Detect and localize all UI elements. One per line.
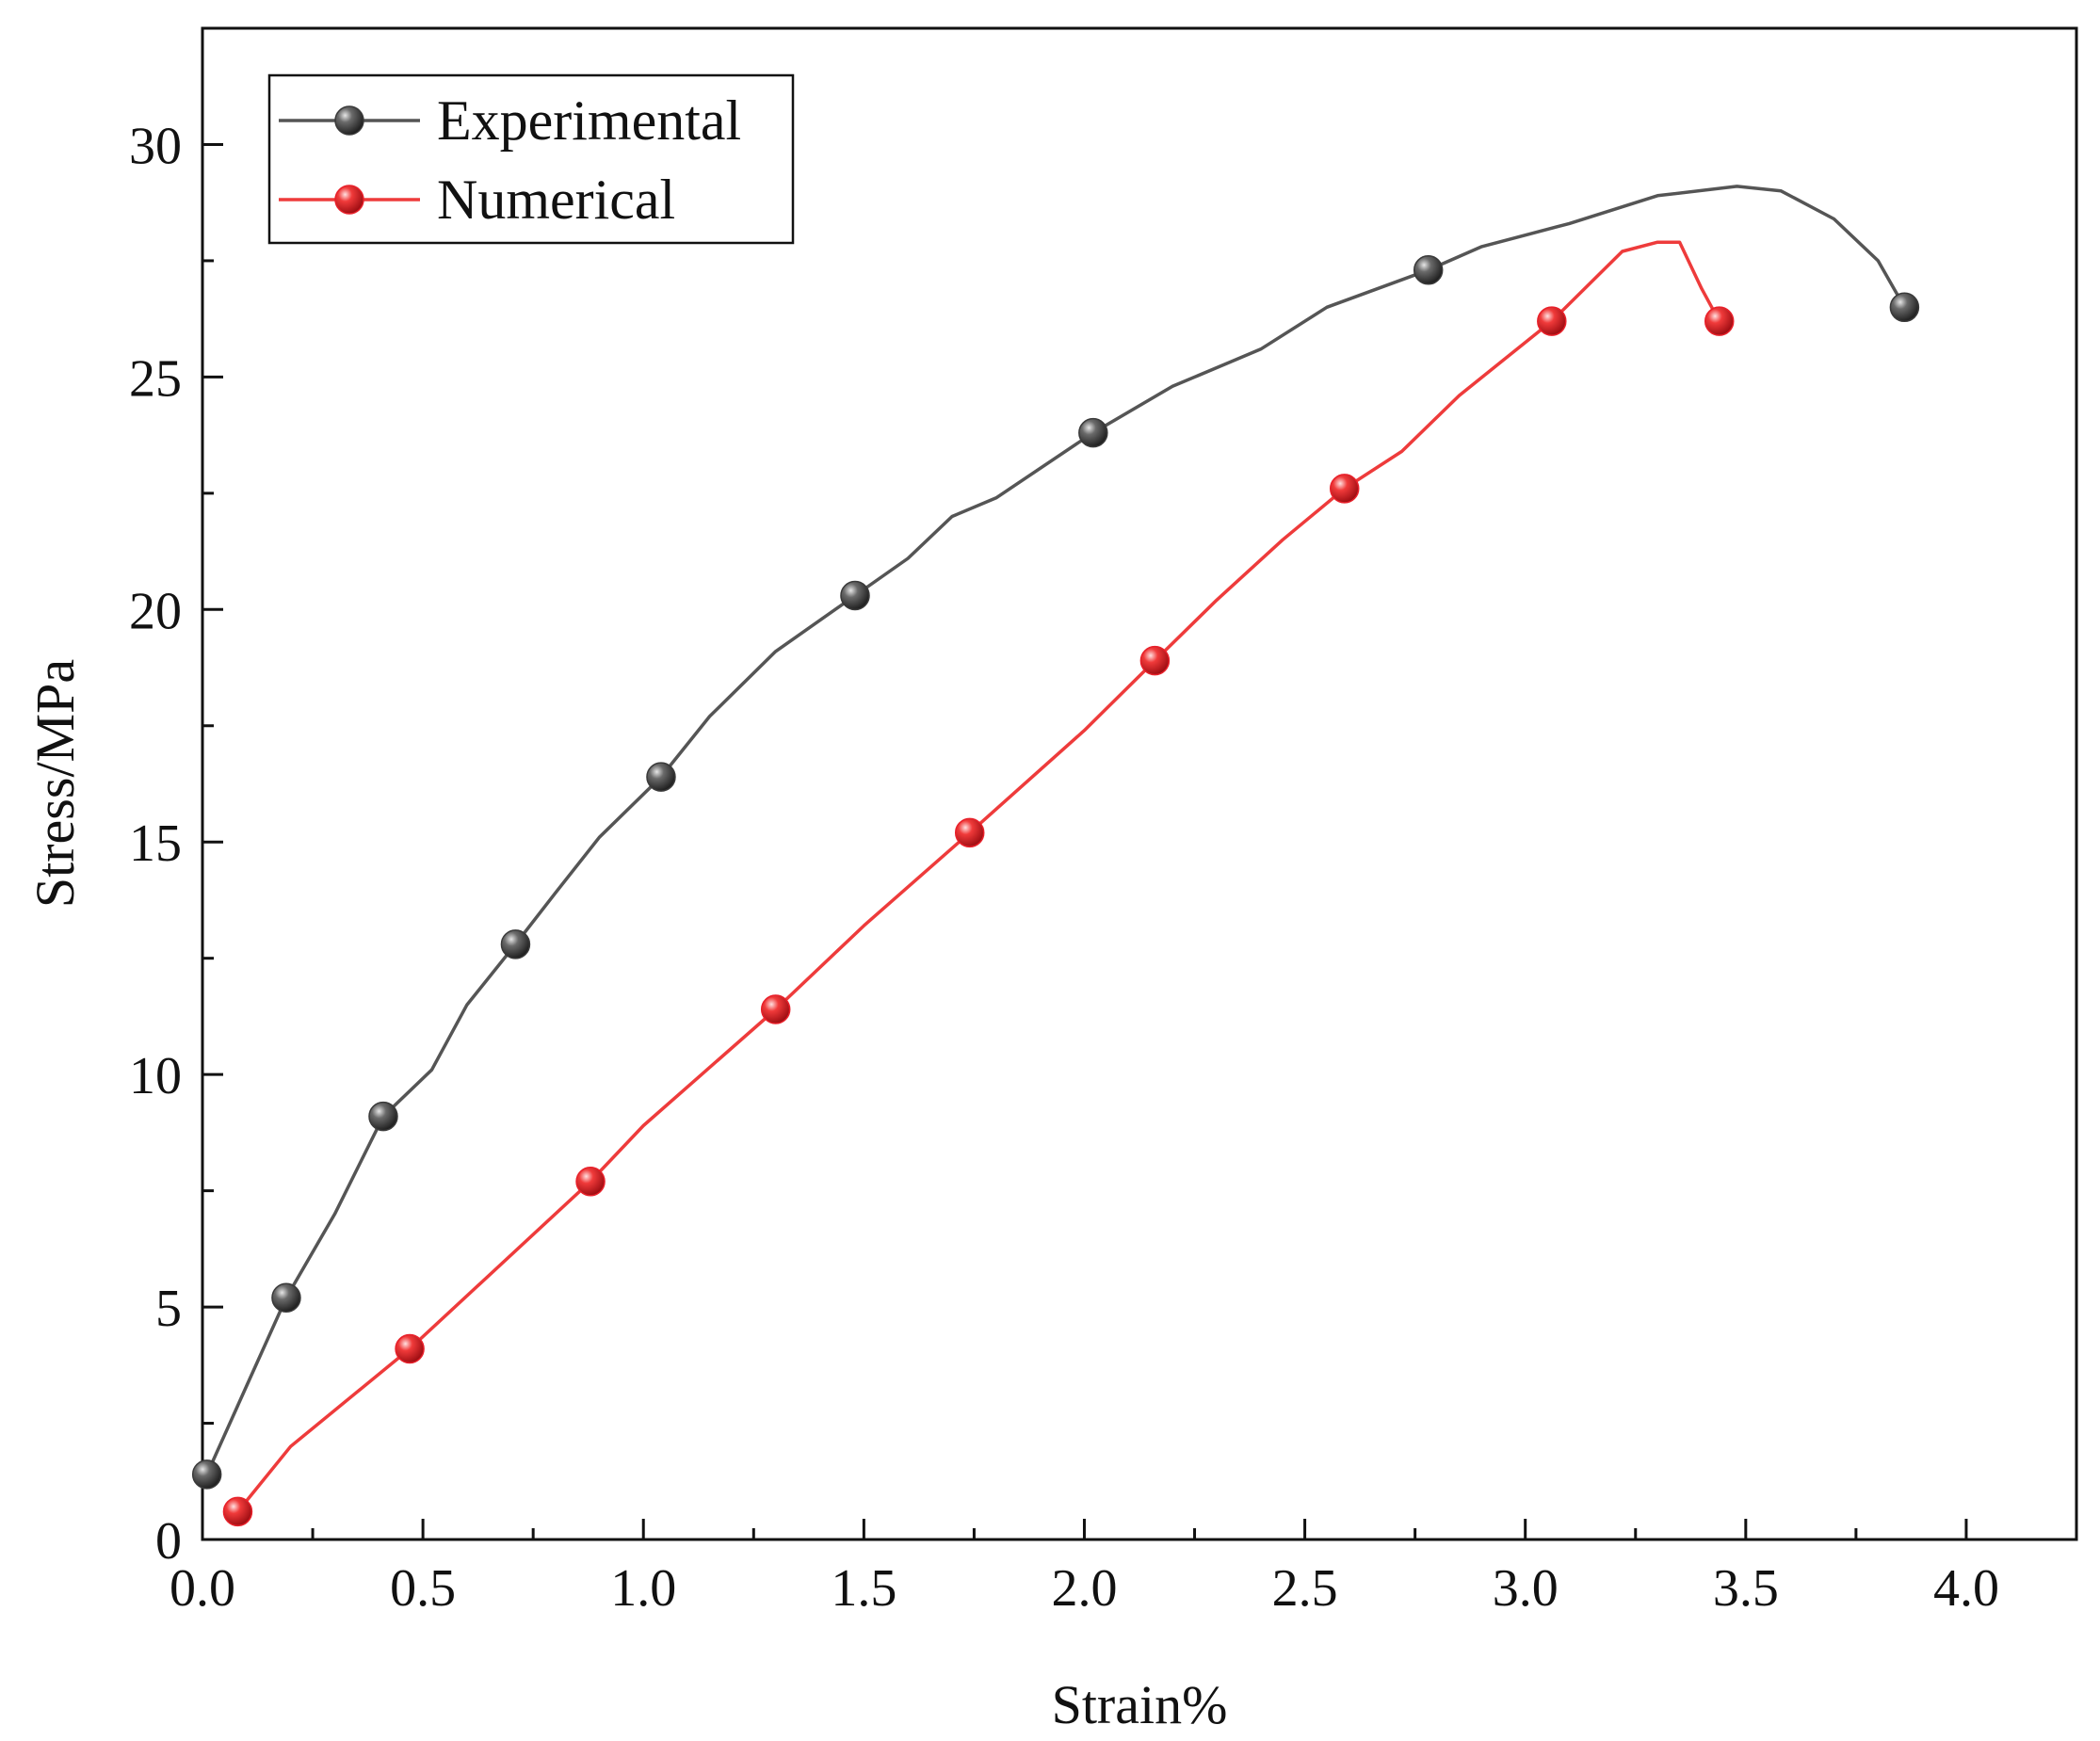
x-tick-label: 3.0 bbox=[1493, 1559, 1559, 1618]
experimental-data-point bbox=[191, 1459, 222, 1490]
numerical-data-point bbox=[222, 1496, 253, 1527]
y-tick-label: 10 bbox=[129, 1047, 182, 1105]
numerical-data-point bbox=[575, 1166, 606, 1197]
experimental-series-line bbox=[205, 185, 1906, 1475]
plot-frame bbox=[201, 26, 2078, 1541]
plot-area bbox=[201, 26, 2078, 1541]
numerical-data-point bbox=[395, 1333, 425, 1364]
x-tick-label: 0.0 bbox=[170, 1559, 235, 1618]
x-axis-ticks: 0.0 0.5 1.0 1.5 2.0 2.5 3.0 3.5 4.0 bbox=[170, 1519, 1999, 1618]
series-layer bbox=[191, 185, 1920, 1527]
y-tick-label: 30 bbox=[129, 117, 182, 175]
numerical-series-line bbox=[236, 240, 1721, 1513]
numerical-data-point bbox=[1329, 474, 1360, 504]
experimental-data-point bbox=[271, 1282, 301, 1313]
y-tick-label: 0 bbox=[155, 1512, 182, 1571]
experimental-data-point bbox=[1889, 292, 1920, 323]
experimental-data-point bbox=[500, 929, 531, 959]
legend-numerical-label: Numerical bbox=[437, 169, 675, 231]
numerical-data-point bbox=[1537, 306, 1567, 336]
y-tick-label: 20 bbox=[129, 582, 182, 640]
y-axis-ticks: 0 5 10 15 20 25 30 bbox=[129, 117, 223, 1571]
x-tick-label: 4.0 bbox=[1933, 1559, 1999, 1618]
numerical-data-point bbox=[954, 817, 985, 848]
experimental-data-point bbox=[646, 762, 676, 792]
x-tick-label: 3.5 bbox=[1713, 1559, 1779, 1618]
x-tick-label: 2.0 bbox=[1051, 1559, 1117, 1618]
numerical-data-point bbox=[760, 994, 791, 1024]
x-axis-title: Strain% bbox=[1052, 1674, 1228, 1735]
legend: Experimental Numerical bbox=[267, 73, 795, 245]
x-tick-label: 1.0 bbox=[610, 1559, 676, 1618]
numerical-data-point bbox=[1139, 645, 1171, 676]
legend-box bbox=[267, 73, 795, 245]
y-tick-label: 25 bbox=[129, 349, 182, 408]
experimental-data-point bbox=[368, 1101, 398, 1132]
experimental-data-point bbox=[840, 580, 870, 611]
legend-experimental-label: Experimental bbox=[437, 89, 741, 152]
experimental-data-point bbox=[1078, 417, 1108, 448]
x-tick-label: 1.5 bbox=[831, 1559, 897, 1618]
legend-numerical-marker bbox=[334, 185, 364, 215]
y-tick-label: 5 bbox=[155, 1280, 182, 1338]
y-tick-label: 15 bbox=[129, 814, 182, 873]
experimental-data-point bbox=[1413, 255, 1444, 285]
y-axis-title: Stress/MPa bbox=[24, 659, 86, 908]
x-tick-label: 2.5 bbox=[1272, 1559, 1338, 1618]
numerical-data-point bbox=[1704, 306, 1735, 336]
legend-experimental-marker bbox=[334, 105, 364, 136]
x-tick-label: 0.5 bbox=[390, 1559, 456, 1618]
